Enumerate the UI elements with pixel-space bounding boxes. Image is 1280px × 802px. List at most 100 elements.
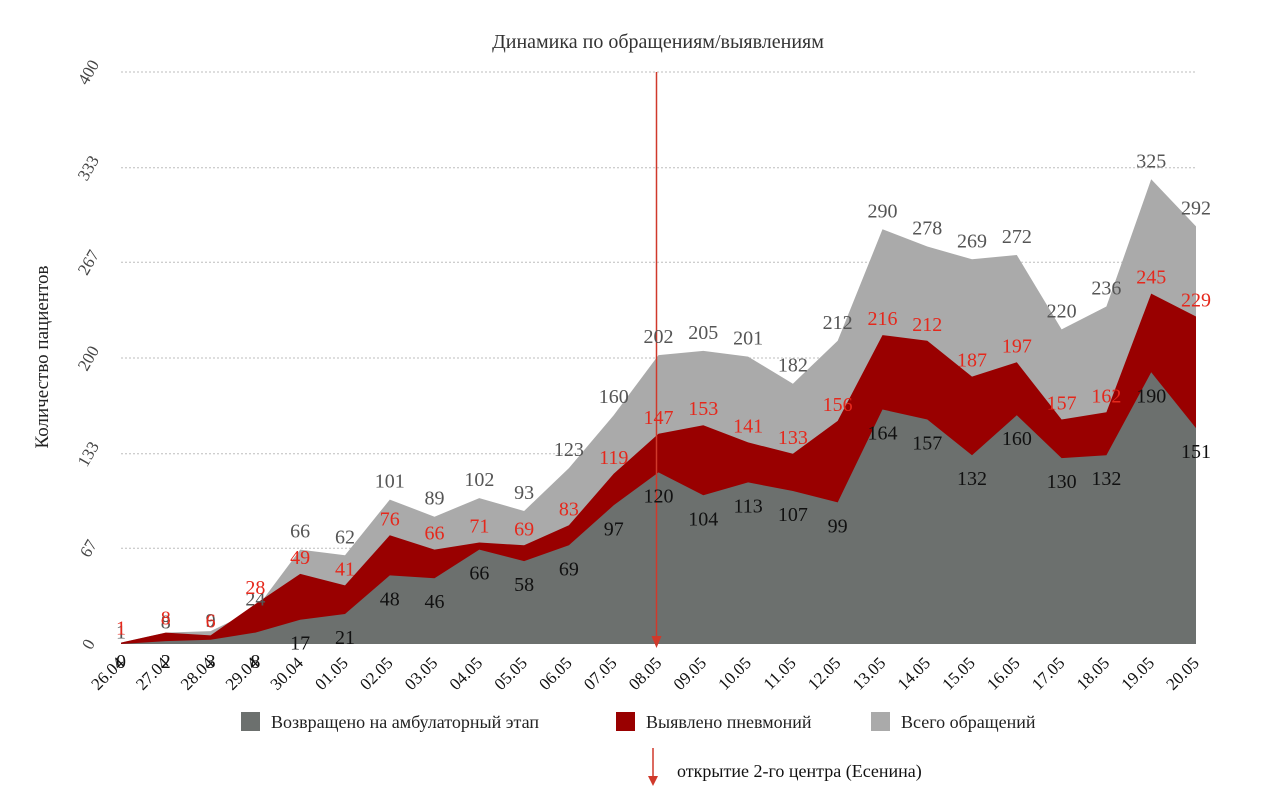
x-tick-label: 19.05: [1118, 653, 1158, 693]
data-label: 202: [644, 326, 674, 348]
annotation-label: открытие 2-го центра (Есенина): [677, 761, 922, 782]
data-label: 46: [425, 591, 445, 613]
data-label: 83: [559, 498, 579, 520]
data-label: 66: [290, 521, 310, 543]
data-label: 99: [828, 515, 848, 537]
data-label: 325: [1136, 150, 1166, 172]
x-tick-label: 16.05: [983, 653, 1023, 693]
x-tick-label: 20.05: [1162, 653, 1202, 693]
x-tick-label: 02.05: [356, 653, 396, 693]
data-label: 3: [206, 651, 216, 673]
data-label: 66: [469, 563, 489, 585]
legend-label: Выявлено пневмоний: [646, 712, 812, 732]
legend-swatch: [241, 712, 260, 731]
data-label: 71: [469, 515, 489, 537]
data-label: 1: [116, 618, 126, 640]
data-label: 93: [514, 482, 534, 504]
legend-swatch: [871, 712, 890, 731]
data-label: 197: [1002, 335, 1032, 357]
data-label: 182: [778, 355, 808, 377]
y-axis-label: Количество пациентов: [32, 265, 53, 448]
data-label: 229: [1181, 290, 1211, 312]
data-label: 69: [514, 518, 534, 540]
data-label: 0: [116, 651, 126, 673]
x-tick-label: 01.05: [311, 653, 351, 693]
data-label: 104: [688, 508, 718, 530]
data-label: 160: [599, 386, 629, 408]
x-tick-label: 13.05: [849, 653, 889, 693]
data-label: 58: [514, 574, 534, 596]
data-label: 76: [380, 508, 400, 530]
data-label: 151: [1181, 441, 1211, 463]
annotation: [651, 72, 662, 648]
data-label: 2: [161, 651, 171, 673]
data-label: 157: [912, 432, 942, 454]
data-label: 216: [867, 308, 897, 330]
data-label: 6: [206, 610, 216, 632]
data-label: 133: [778, 427, 808, 449]
data-label: 123: [554, 439, 584, 461]
x-tick-label: 18.05: [1073, 653, 1113, 693]
y-tick-label: 0: [78, 636, 99, 653]
data-label: 69: [559, 558, 579, 580]
x-tick-label: 14.05: [894, 653, 934, 693]
data-label: 190: [1136, 385, 1166, 407]
data-label: 160: [1002, 428, 1032, 450]
data-label: 269: [957, 230, 987, 252]
data-label: 153: [688, 398, 718, 420]
data-label: 49: [290, 547, 310, 569]
series-area: [121, 372, 1196, 644]
data-label: 97: [604, 518, 624, 540]
x-tick-label: 05.05: [490, 653, 530, 693]
note-arrowhead: [648, 776, 658, 786]
data-label: 201: [733, 328, 763, 350]
x-tick-label: 08.05: [625, 653, 665, 693]
data-label: 187: [957, 350, 987, 372]
x-tick-label: 30.04: [267, 653, 308, 694]
data-label: 1: [116, 622, 126, 644]
data-label: 41: [335, 558, 355, 580]
data-label: 220: [1047, 300, 1077, 322]
data-label: 48: [380, 588, 400, 610]
data-label: 28: [245, 577, 265, 599]
data-label: 141: [733, 415, 763, 437]
data-label: 164: [867, 422, 897, 444]
data-label: 272: [1002, 226, 1032, 248]
data-label: 107: [778, 504, 808, 526]
data-label: 113: [733, 495, 762, 517]
data-label: 236: [1091, 278, 1121, 300]
x-tick-label: 07.05: [580, 653, 620, 693]
data-label: 147: [644, 407, 674, 429]
x-tick-label: 17.05: [1028, 653, 1068, 693]
x-tick-label: 06.05: [535, 653, 575, 693]
data-label: 102: [464, 469, 494, 491]
data-label: 24: [245, 589, 265, 611]
y-tick-label: 333: [74, 152, 103, 184]
data-label: 8: [161, 612, 171, 634]
x-tick-label: 04.05: [446, 653, 486, 693]
data-label: 62: [335, 526, 355, 548]
data-label: 66: [425, 523, 445, 545]
x-tick-label: 12.05: [804, 653, 844, 693]
data-label: 205: [688, 322, 718, 344]
x-tick-label: 15.05: [938, 653, 978, 693]
data-label: 292: [1181, 197, 1211, 219]
annotation-note: открытие 2-го центра (Есенина): [648, 748, 922, 786]
data-label: 132: [957, 468, 987, 490]
data-label: 21: [335, 627, 355, 649]
data-label: 157: [1047, 392, 1077, 414]
x-tick-label: 11.05: [760, 653, 800, 693]
chart-areas: [121, 179, 1196, 645]
data-label: 162: [1091, 385, 1121, 407]
data-label: 156: [823, 394, 853, 416]
data-label: 132: [1091, 468, 1121, 490]
y-tick-label: 67: [76, 536, 101, 561]
data-label: 17: [290, 633, 310, 655]
data-label: 212: [823, 312, 853, 334]
data-label: 130: [1047, 471, 1077, 493]
data-label: 119: [599, 447, 628, 469]
data-label: 290: [867, 200, 897, 222]
x-tick-label: 03.05: [401, 653, 441, 693]
